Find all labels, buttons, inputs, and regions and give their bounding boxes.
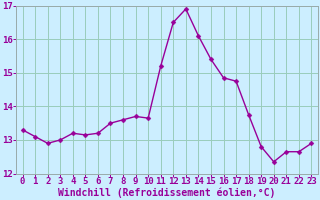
X-axis label: Windchill (Refroidissement éolien,°C): Windchill (Refroidissement éolien,°C) [58, 187, 276, 198]
